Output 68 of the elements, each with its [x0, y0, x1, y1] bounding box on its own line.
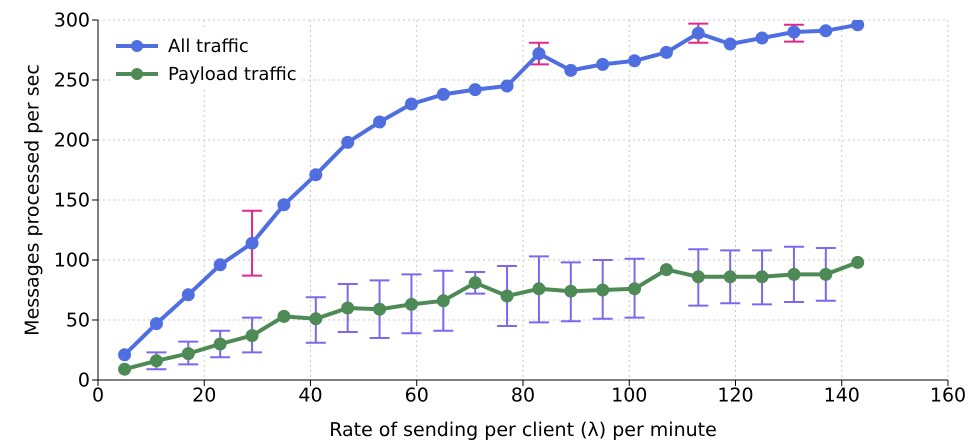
point [756, 32, 769, 44]
point [500, 80, 514, 92]
point [436, 294, 450, 308]
x-tick-label: 20 [192, 384, 216, 406]
x-tick-label: 0 [92, 384, 104, 406]
y-tick-label: 0 [78, 370, 90, 392]
point [214, 338, 227, 350]
point [118, 362, 132, 376]
y-tick-label: 150 [54, 190, 90, 212]
point [819, 268, 832, 281]
point [692, 270, 705, 284]
x-tick-label: 160 [930, 384, 966, 406]
x-tick-label: 80 [510, 384, 536, 406]
point [756, 270, 769, 284]
point [628, 54, 642, 68]
point [660, 263, 673, 276]
point [309, 312, 322, 326]
point [787, 268, 800, 281]
x-tick-label: 140 [824, 384, 860, 406]
y-tick-label: 300 [54, 10, 90, 32]
point [628, 282, 642, 296]
point [851, 256, 864, 269]
point [692, 26, 705, 40]
point [150, 317, 163, 330]
point [182, 288, 195, 302]
point [277, 310, 290, 323]
point [724, 38, 737, 50]
point [214, 258, 227, 272]
point [436, 88, 450, 101]
point [404, 298, 418, 311]
point [468, 276, 482, 290]
y-tick-label: 100 [54, 250, 90, 272]
x-tick-label: 60 [404, 384, 429, 406]
point [532, 282, 546, 296]
point [182, 347, 195, 360]
point [341, 302, 354, 314]
point [851, 20, 864, 32]
y-tick-label: 200 [54, 130, 90, 152]
point [309, 168, 322, 182]
x-axis-title: Rate of sending per client (λ) per minute [329, 419, 717, 441]
legend-label: All traffic [168, 36, 249, 56]
point [500, 290, 514, 302]
point [660, 46, 673, 59]
point [246, 329, 259, 342]
point [150, 354, 163, 368]
x-tick-label: 40 [298, 384, 323, 406]
point [596, 58, 610, 71]
point [564, 284, 578, 298]
point [341, 136, 354, 149]
legend-label: Payload traffic [168, 64, 297, 84]
y-tick-label: 250 [54, 70, 90, 92]
point [532, 47, 546, 60]
point [564, 64, 578, 77]
point [404, 98, 418, 110]
point [118, 348, 132, 362]
point [468, 83, 482, 96]
point [819, 24, 832, 38]
point [787, 26, 800, 38]
point [246, 236, 259, 250]
point [277, 198, 290, 212]
x-tick-label: 100 [611, 384, 648, 406]
point [724, 270, 737, 284]
y-tick-label: 50 [66, 310, 90, 332]
point [373, 116, 386, 128]
y-axis-title: Messages processed per sec [22, 64, 44, 336]
point [373, 302, 386, 316]
point [596, 284, 610, 296]
x-tick-label: 120 [717, 384, 754, 406]
